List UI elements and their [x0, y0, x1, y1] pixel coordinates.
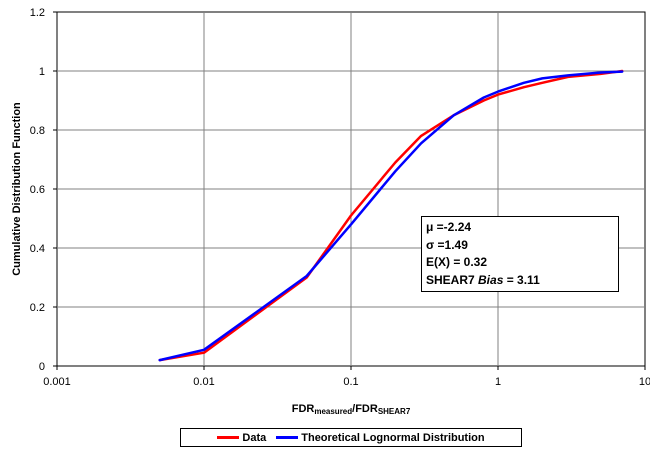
y-tick-label: 0 [39, 361, 45, 373]
legend-item-data: Data [217, 432, 266, 444]
legend-swatch-theoretical [276, 436, 299, 439]
x-axis-title-sub1: measured [314, 407, 352, 416]
statistics-box: μ =-2.24 σ =1.49 E(X) = 0.32 SHEAR7 Bias… [421, 216, 619, 292]
y-tick-label: 0.6 [30, 184, 45, 196]
x-tick-label: 0.1 [343, 376, 358, 388]
y-tick-label: 0.2 [30, 302, 45, 314]
y-tick-label: 0.8 [30, 125, 45, 137]
legend: Data Theoretical Lognormal Distribution [180, 428, 522, 447]
y-tick-labels: 0 0.2 0.4 0.6 0.8 1 1.2 [30, 7, 45, 373]
y-axis-title: Cumulative Distribution Function [11, 102, 23, 276]
stat-mu: μ =-2.24 [426, 220, 472, 234]
x-tick-label: 0.001 [43, 376, 71, 388]
x-tick-labels: 0.001 0.01 0.1 1 10 [43, 376, 650, 388]
x-axis-title-sub2: SHEAR7 [378, 407, 411, 416]
cdf-chart: 0.001 0.01 0.1 1 10 0 0.2 0.4 0.6 0.8 1 1.2 Cumula… [11, 7, 650, 416]
legend-swatch-data [217, 436, 240, 439]
stat-bias-value: = 3.11 [503, 272, 540, 287]
stat-bias-prefix: SHEAR7 [426, 272, 479, 287]
x-axis-title-sep: /FDR [352, 403, 378, 415]
x-axis-title-main: FDR [292, 403, 315, 415]
x-tick-label: 10 [639, 376, 650, 388]
legend-label-data: Data [242, 431, 267, 444]
x-axis-title: FDRmeasured/FDRSHEAR7 [292, 403, 411, 416]
stat-sigma: σ =1.49 [426, 237, 468, 252]
y-tick-label: 1.2 [30, 7, 45, 19]
stat-bias-label: Bias [478, 272, 504, 287]
x-tick-label: 1 [495, 376, 501, 388]
y-tick-label: 0.4 [30, 243, 45, 255]
legend-item-theoretical: Theoretical Lognormal Distribution [276, 431, 485, 444]
theoretical-series-line [158, 70, 624, 362]
stat-expected-value: E(X) = 0.32 [426, 255, 488, 269]
series-lines [158, 69, 624, 362]
grid-lines [53, 11, 646, 370]
x-tick-label: 0.01 [193, 376, 214, 388]
stat-bias: SHEAR7 Bias = 3.11 [426, 272, 614, 290]
y-tick-label: 1 [39, 66, 45, 78]
legend-label-theoretical: Theoretical Lognormal Distribution [301, 431, 485, 444]
